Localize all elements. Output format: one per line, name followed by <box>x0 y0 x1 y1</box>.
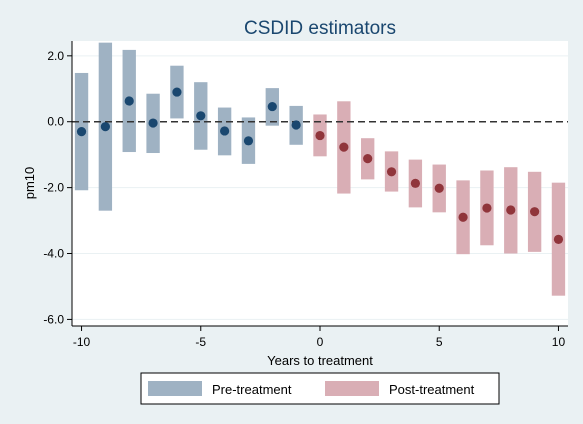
point-estimate-pre <box>196 111 206 121</box>
point-estimate-post <box>315 130 325 141</box>
y-tick-label: -4.0 <box>43 247 64 261</box>
chart-title: CSDID estimators <box>244 18 396 39</box>
point-estimate-post <box>506 205 516 215</box>
point-estimate-post <box>386 167 397 177</box>
point-estimate-post <box>458 212 468 222</box>
point-estimate-post <box>553 234 564 244</box>
x-tick-label: -10 <box>73 335 91 349</box>
point-estimate-post <box>410 178 420 188</box>
y-tick-label: -6.0 <box>43 312 64 326</box>
point-estimate-pre <box>172 87 182 97</box>
x-axis-label: Years to treatment <box>267 353 373 368</box>
y-tick-label: 2.0 <box>47 49 64 63</box>
point-estimate-pre <box>76 127 87 137</box>
x-ticks: -10 -5 0 5 10 <box>73 326 566 349</box>
legend-swatch-pre-treatment <box>148 381 202 396</box>
point-estimate-pre <box>243 136 254 146</box>
y-tick-label: -2.0 <box>43 181 64 195</box>
point-estimate-pre <box>220 126 230 136</box>
legend-swatch-post-treatment <box>325 381 379 396</box>
x-tick-label: 0 <box>317 335 324 349</box>
legend-label-pre-treatment: Pre-treatment <box>212 382 292 397</box>
point-estimate-pre <box>291 120 301 130</box>
x-tick-label: 5 <box>436 335 443 349</box>
point-estimate-post <box>434 183 444 193</box>
point-estimate-post <box>339 142 349 152</box>
x-tick-label: -5 <box>195 335 206 349</box>
point-estimate-pre <box>267 101 277 112</box>
point-estimates <box>76 87 564 244</box>
point-estimate-pre <box>100 122 110 132</box>
point-estimate-post <box>363 154 373 164</box>
x-tick-label: 10 <box>552 335 566 349</box>
legend-label-post-treatment: Post-treatment <box>389 382 475 397</box>
y-ticks: 2.0 0.0 -2.0 -4.0 -6.0 <box>43 49 72 326</box>
y-tick-label: 0.0 <box>47 115 64 129</box>
point-estimate-post <box>530 207 540 217</box>
point-estimate-pre <box>148 118 158 128</box>
legend: Pre-treatment Post-treatment <box>140 372 500 405</box>
point-estimate-pre <box>124 96 134 106</box>
y-axis-label: pm10 <box>22 167 37 200</box>
point-estimate-post <box>482 203 492 213</box>
